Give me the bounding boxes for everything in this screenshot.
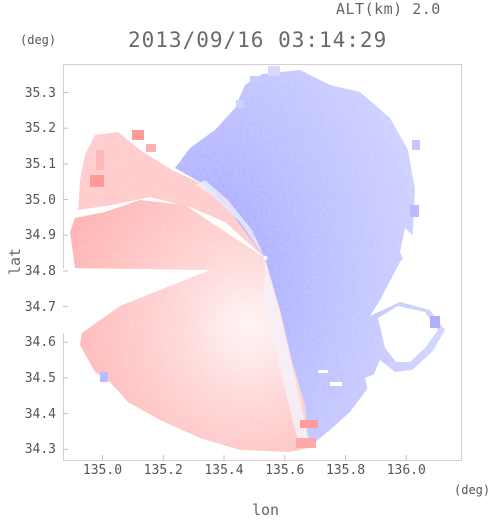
y-tick-label: 34.6 (24, 335, 56, 351)
receding-echo-region (70, 200, 308, 452)
y-tick-label: 34.4 (24, 406, 56, 422)
y-tick-label: 35.3 (24, 85, 56, 101)
x-tick-label: 135.6 (265, 463, 305, 478)
y-tick-label: 34.5 (24, 370, 56, 386)
y-tick-label: 34.8 (24, 263, 56, 279)
zero-velocity-band-north (195, 180, 265, 258)
x-tick-label: 135.8 (325, 463, 366, 478)
x-tick-label: 135.4 (204, 463, 244, 478)
zero-velocity-band (264, 258, 310, 448)
echo-free-hole (378, 306, 438, 362)
approaching-echo-region (175, 70, 445, 448)
x-tick-label: 135.0 (82, 463, 123, 478)
radar-site-marker (262, 255, 268, 261)
y-tick-label: 34.3 (24, 442, 56, 458)
altitude-label: ALT(km) 2.0 (336, 0, 441, 18)
datetime-title: 2013/09/16 03:14:29 (128, 28, 388, 52)
y-tick-label: 34.7 (24, 299, 56, 315)
echo-free-gap (60, 268, 210, 333)
x-unit-label: (deg) (454, 483, 491, 497)
y-tick-label: 34.9 (24, 228, 56, 244)
x-tick-label: 136.0 (386, 463, 426, 478)
plot-frame (63, 64, 462, 461)
echo-free-hole (365, 372, 390, 392)
echo-speckles (90, 66, 440, 448)
y-unit-label: (deg) (20, 33, 57, 47)
y-tick-label: 35.0 (24, 192, 56, 208)
receding-echo-north (78, 132, 265, 258)
y-tick-label: 35.1 (24, 156, 56, 172)
x-tick-label: 135.2 (143, 463, 183, 478)
echo-free-hole (400, 228, 418, 264)
x-axis-label: lon (252, 501, 280, 519)
y-tick-label: 35.2 (24, 121, 56, 137)
